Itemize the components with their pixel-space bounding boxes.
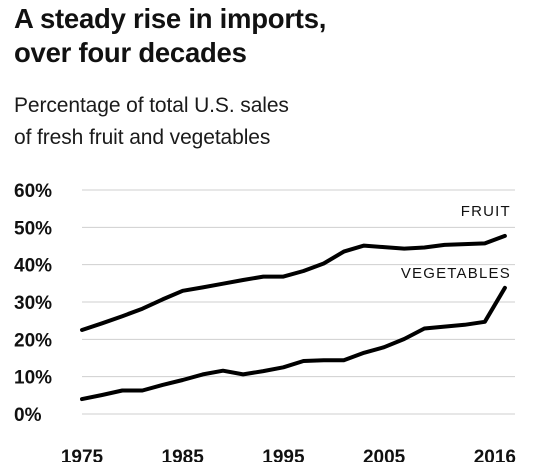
chart-subtitle-line-2: of fresh fruit and vegetables — [14, 126, 271, 149]
chart-title-line-2: over four decades — [14, 37, 247, 68]
y-tick-label: 40% — [14, 256, 52, 277]
chart-title: A steady rise in imports, over four deca… — [14, 2, 519, 70]
series-line-vegetables — [80, 285, 507, 402]
chart-subtitle-line-1: Percentage of total U.S. sales — [14, 94, 289, 117]
gridlines — [82, 189, 515, 415]
y-tick-label: 50% — [14, 218, 52, 239]
series-label-fruit: FRUIT — [461, 203, 511, 220]
y-axis-tick-labels: 0% 10% 20% 30% 40% 50% 60% — [14, 181, 52, 426]
x-tick-label: 2005 — [363, 447, 406, 462]
x-tick-label: 1995 — [262, 447, 305, 462]
y-tick-label: 30% — [14, 293, 52, 314]
x-tick-label: 2016 — [474, 447, 516, 462]
y-tick-label: 60% — [14, 181, 52, 202]
y-tick-label: 10% — [14, 368, 52, 389]
y-tick-label: 20% — [14, 330, 52, 351]
series-lines — [80, 233, 507, 402]
chart-title-line-1: A steady rise in imports, — [14, 3, 327, 34]
x-tick-label: 1985 — [162, 447, 205, 462]
x-tick-label: 1975 — [61, 447, 104, 462]
y-tick-label: 0% — [14, 405, 42, 426]
chart-subtitle: Percentage of total U.S. sales of fresh … — [14, 90, 519, 154]
series-labels: FRUIT VEGETABLES — [401, 203, 511, 282]
x-axis-tick-labels: 1975 1985 1995 2005 2016 — [61, 447, 516, 462]
series-line-fruit — [80, 233, 507, 332]
series-label-vegetables: VEGETABLES — [401, 265, 511, 282]
